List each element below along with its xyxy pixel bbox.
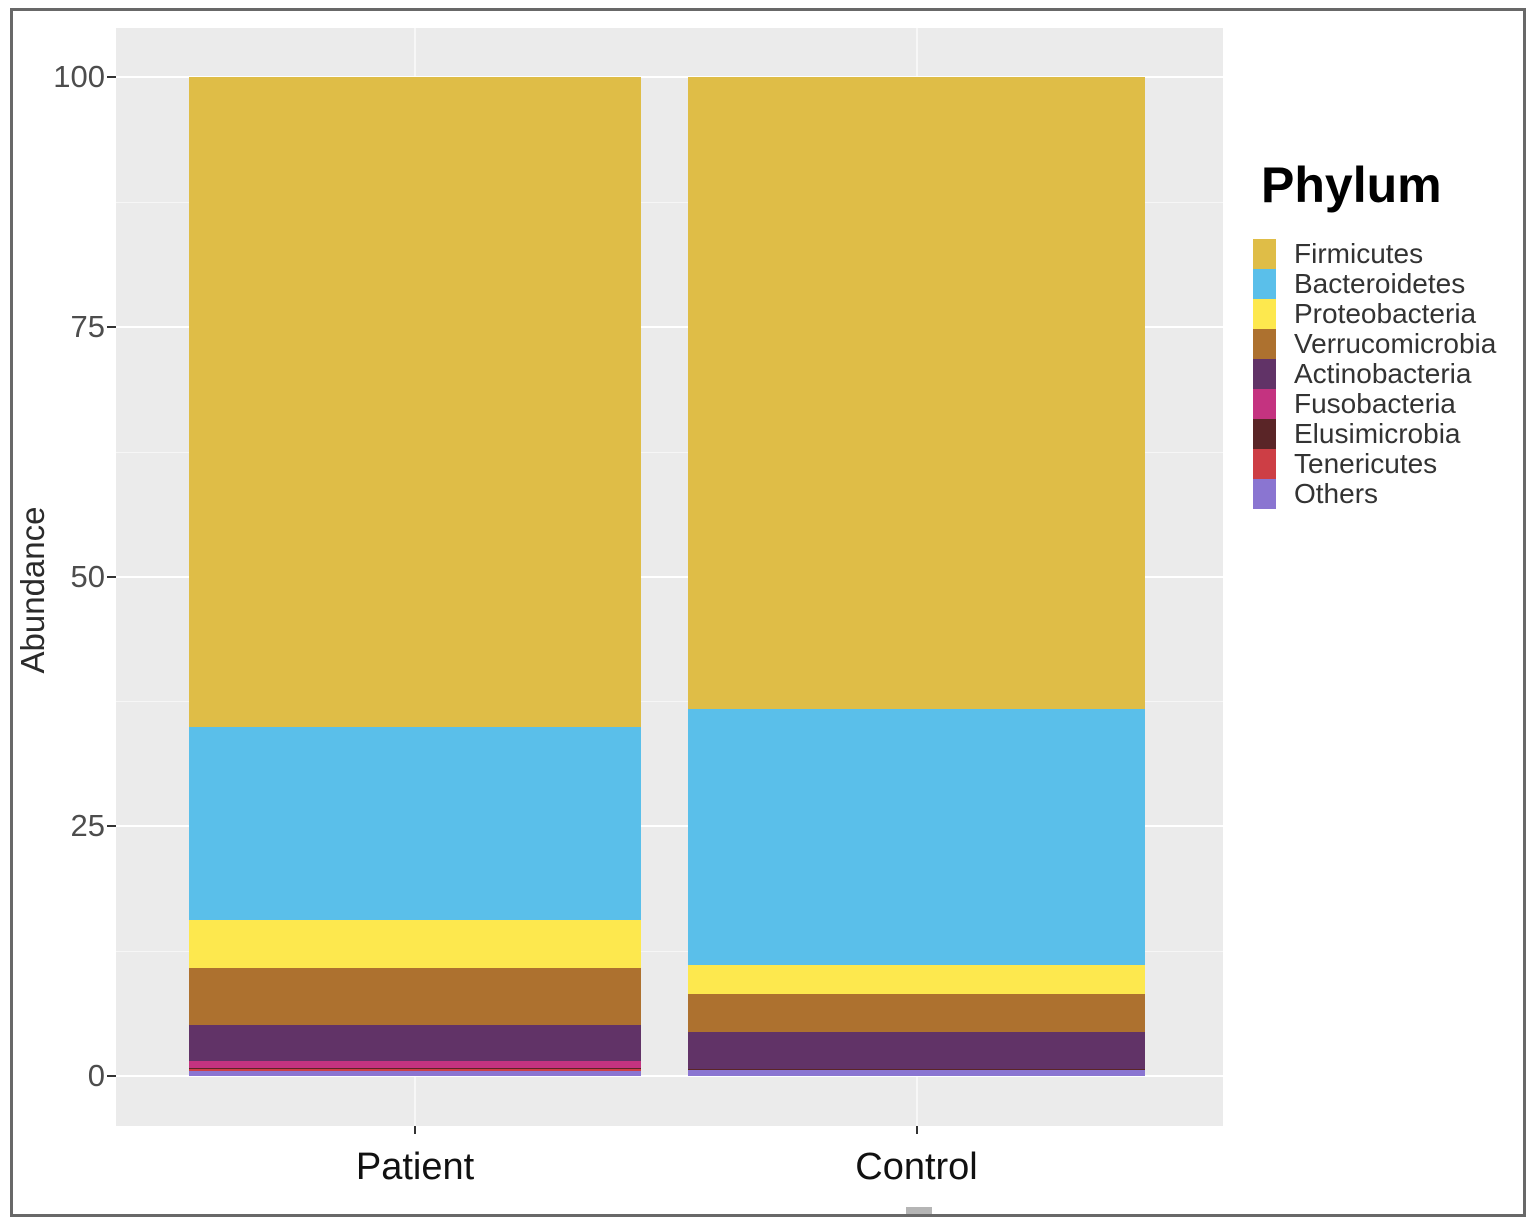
legend-item-firmicutes: Firmicutes	[1253, 239, 1496, 269]
legend-swatch	[1253, 329, 1276, 359]
legend-label: Firmicutes	[1294, 238, 1424, 269]
legend-label: Proteobacteria	[1294, 298, 1477, 329]
legend-label: Actinobacteria	[1294, 358, 1472, 389]
y-tick-mark	[107, 325, 116, 328]
x-tick-mark	[915, 1126, 918, 1134]
legend-swatch	[1253, 359, 1276, 389]
segment-actinobacteria	[688, 1032, 1145, 1069]
segment-bacteroidetes	[688, 709, 1145, 966]
y-tick-label: 100	[53, 59, 105, 94]
gridline-major	[116, 1075, 1223, 1077]
legend-item-tenericutes: Tenericutes	[1253, 449, 1496, 479]
x-category-label: Control	[855, 1146, 978, 1188]
legend-item-actinobacteria: Actinobacteria	[1253, 359, 1496, 389]
segment-others	[688, 1070, 1145, 1076]
bar-control	[688, 77, 1145, 1076]
segment-verrucomicrobia	[688, 994, 1145, 1033]
legend-swatch	[1253, 449, 1276, 479]
legend-label: Fusobacteria	[1294, 388, 1456, 419]
y-tick-label: 0	[87, 1058, 105, 1093]
y-tick-label: 25	[70, 808, 105, 844]
segment-others	[189, 1070, 641, 1076]
legend-item-elusimicrobia: Elusimicrobia	[1253, 419, 1496, 449]
legend-item-bacteroidetes: Bacteroidetes	[1253, 269, 1496, 299]
segment-bacteroidetes	[189, 727, 641, 921]
y-tick-mark	[107, 575, 116, 578]
segment-tenericutes	[189, 1069, 641, 1071]
legend-label: Tenericutes	[1294, 448, 1438, 479]
y-tick-label: 50	[70, 558, 105, 594]
legend-swatch	[1253, 389, 1276, 419]
y-tick-mark	[107, 76, 116, 78]
chart-figure: Abundance 0 25 50 75 100 Patient Control Phyl…	[10, 8, 1526, 1217]
legend-swatch	[1253, 239, 1276, 269]
legend-swatch	[1253, 479, 1276, 509]
bar-patient	[189, 77, 641, 1076]
y-tick-mark	[107, 825, 116, 828]
legend-swatch	[1253, 299, 1276, 329]
segment-fusobacteria	[189, 1060, 641, 1068]
segment-elusimicrobia	[189, 1067, 641, 1070]
gridline-major	[116, 575, 1223, 578]
gridline-minor	[116, 951, 1223, 953]
segment-proteobacteria	[189, 920, 641, 969]
legend-title: Phylum	[1261, 157, 1442, 213]
legend-label: Elusimicrobia	[1294, 418, 1461, 449]
legend-swatch	[1253, 419, 1276, 449]
segment-firmicutes	[688, 77, 1145, 710]
gridline-minor	[116, 451, 1223, 453]
segment-actinobacteria	[189, 1025, 641, 1061]
segment-verrucomicrobia	[189, 968, 641, 1026]
gridline-major	[116, 825, 1223, 828]
legend-item-proteobacteria: Proteobacteria	[1253, 299, 1496, 329]
legend-item-verrucomicrobia: Verrucomicrobia	[1253, 329, 1496, 359]
segment-firmicutes	[189, 77, 641, 728]
y-tick-label: 75	[70, 308, 105, 344]
legend: Phylum Firmicutes Bacteroidetes Proteobact…	[1253, 159, 1496, 509]
segment-proteobacteria	[688, 965, 1145, 995]
x-category-label: Patient	[355, 1146, 475, 1188]
plot-panel	[116, 28, 1223, 1126]
gridline-major	[116, 76, 1223, 78]
gridline-minor	[116, 701, 1223, 703]
scrollbar-nub[interactable]	[906, 1207, 932, 1214]
gridline-minor	[116, 201, 1223, 203]
x-tick-mark	[414, 1126, 416, 1134]
y-tick-mark	[107, 1075, 116, 1077]
legend-item-fusobacteria: Fusobacteria	[1253, 389, 1496, 419]
legend-items: Firmicutes Bacteroidetes Proteobacteria Ver…	[1253, 239, 1496, 509]
legend-label: Verrucomicrobia	[1294, 328, 1497, 359]
legend-label: Bacteroidetes	[1294, 268, 1466, 299]
legend-label: Others	[1294, 478, 1379, 509]
gridline-major	[116, 325, 1223, 328]
legend-item-others: Others	[1253, 479, 1496, 509]
legend-swatch	[1253, 269, 1276, 299]
